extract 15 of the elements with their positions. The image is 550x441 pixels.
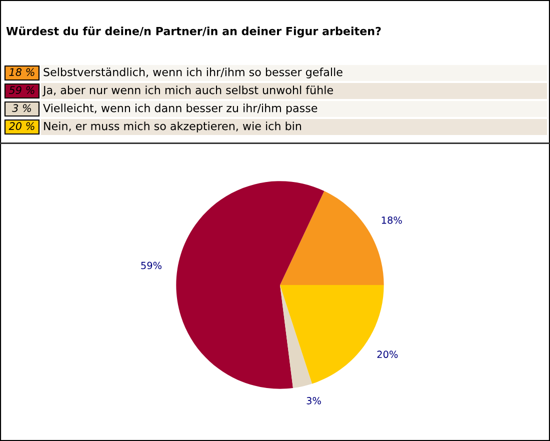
legend-label: Nein, er muss mich so akzeptieren, wie ich bin bbox=[44, 122, 302, 132]
data-label: 18% bbox=[382, 216, 402, 224]
text: 20 % bbox=[8, 122, 34, 130]
data-label: 59% bbox=[141, 262, 162, 270]
legend-label: Vielleicht, wenn ich dann besser zu ihr/ihm passe bbox=[43, 104, 318, 114]
data-label: 20% bbox=[377, 350, 398, 358]
chart-title: Würdest du für deine/n Partner/in an deiner Figur arbeiten? bbox=[6, 26, 381, 38]
text: 18 % bbox=[9, 68, 34, 76]
pie-slice bbox=[176, 181, 324, 389]
pie-slice bbox=[280, 285, 312, 388]
text: 3 % bbox=[12, 104, 31, 112]
legend-label: Selbstverständlich, wenn ich ihr/ihm so besser gefalle bbox=[44, 68, 342, 78]
legend-label: Ja, aber nur wenn ich mich auch selbst unwohl fühle bbox=[42, 86, 333, 96]
text: 59 % bbox=[8, 86, 34, 94]
data-label: 3% bbox=[306, 397, 321, 404]
